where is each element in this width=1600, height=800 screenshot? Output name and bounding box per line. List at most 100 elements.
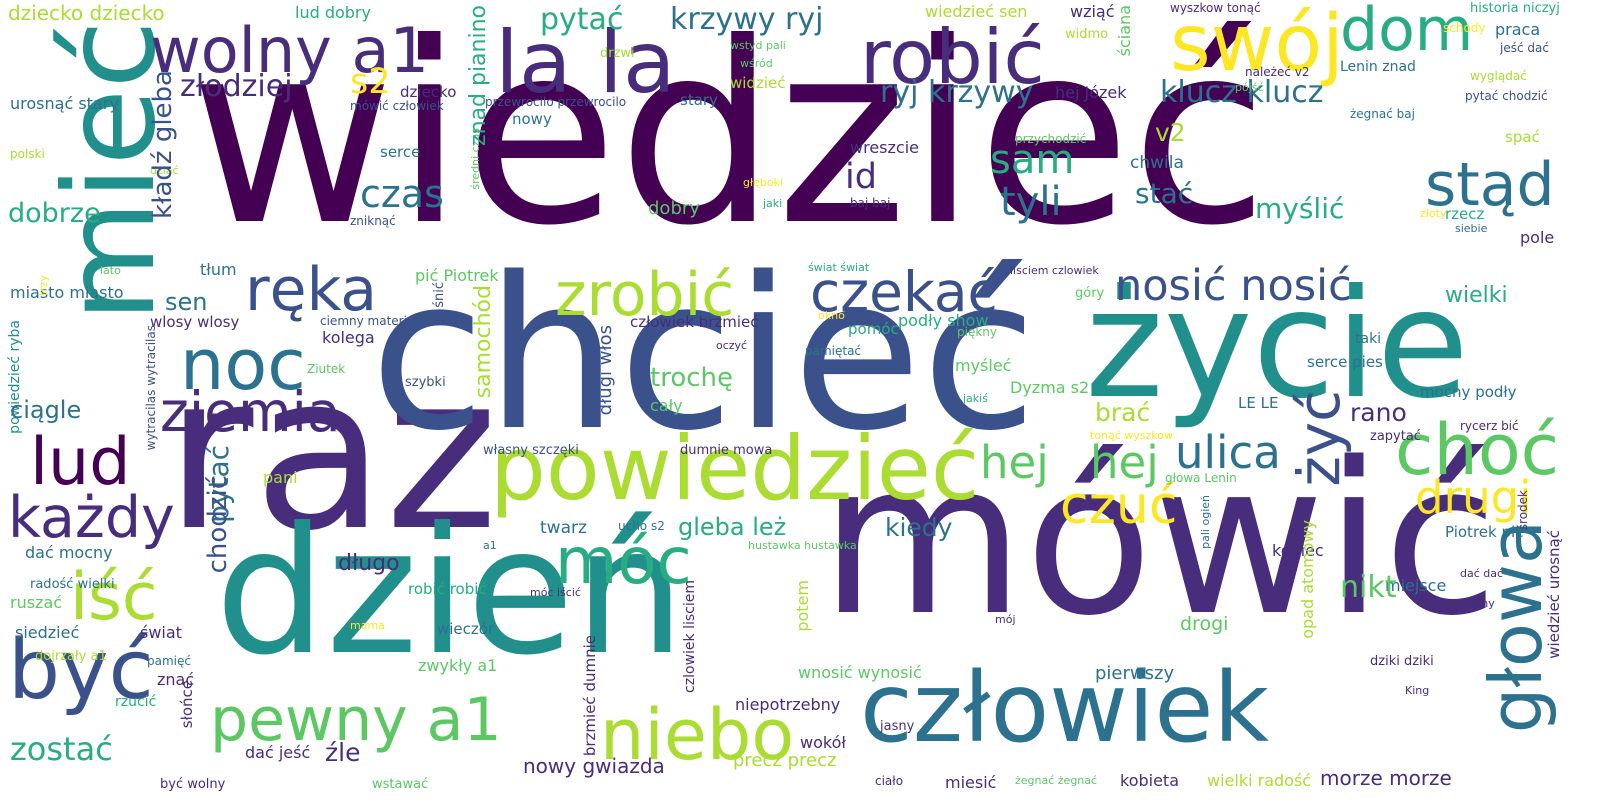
word-podly-show: podły show [898,311,989,330]
word-polski: polski [10,147,45,161]
word-zrobic: zrobić [555,260,735,330]
word-gory: góry [1075,286,1105,301]
word-czlowiek: człowiek [860,652,1270,764]
word-pewny-a1: pewny a1 [210,685,502,755]
word-kazdy: każdy [8,485,175,551]
word-slonce: słońce [178,680,196,729]
word-dziki-dziki: dziki dziki [1370,654,1434,669]
word-gleboki: głęboki [743,176,784,189]
word-pic-piotrek: pić Piotrek [415,266,499,285]
word-szybki: szybki [405,375,446,390]
word-sen: sen [165,288,208,316]
word-pamietac: pamiętać [805,344,862,358]
word-kladz-gleba: kładź gleba [148,70,178,219]
word-zloty: złoty [1420,207,1447,220]
word-jaki: jaki [763,197,783,210]
word-niepotrzebny: niepotrzebny [735,695,841,714]
word-czekac: czekać [810,260,998,324]
word-radosc-wielki: radość wielki [30,577,115,592]
word-drzwi: drzwi [600,46,635,61]
word-wstawac: wstawać [372,777,429,792]
word-chciec: chcieć [370,232,1038,477]
word-dyzma-s2: Dyzma s2 [1010,378,1090,397]
word-myslec: myśleć [955,356,1012,375]
word-widmo: widmo [1065,27,1109,42]
word-robic: robić [860,13,1045,101]
word-spac: spać [1505,128,1540,146]
word-piekny: piękny [957,325,997,339]
word-mama: mama [350,619,385,632]
word-ciemny-materia: ciemny materia [320,314,415,328]
word-a1: a1 [483,539,497,552]
word-dojrzaly-a1: dojrzały a1 [35,649,107,664]
word-wyszkow-tonac: wyszkow tonąć [1170,1,1261,15]
word-isc: iść [70,560,158,635]
word-nowy-gwiazda: nowy gwiazda [523,754,665,778]
word-glowa-lenin: głowa Lenin [1165,471,1237,485]
word-nalezec-v2: należeć v2 [1245,65,1310,79]
word-zniknac: zniknąć [350,214,396,228]
word-wsrod: wśród [740,57,773,70]
word-wiedziec: wiedzieć [190,0,1269,280]
word-samochod: samochód [471,285,496,399]
word-serce: serce [380,143,421,161]
word-swiat-swiat: świat świat [808,261,870,274]
word-gleba-lez: gleba leż [678,513,787,541]
word-przychodzic: przychodzić [1015,132,1087,146]
word-jesc-dac: jeść dać [1500,41,1549,55]
word-historia-niczyj: historia niczyj [1470,1,1560,16]
word-jakis: jakiś [963,392,988,405]
word-kobieta: kobieta [1120,771,1180,790]
word-wlosy-wlosy: wlosy wlosy [150,313,240,331]
word-swoj: swój [1170,0,1344,89]
word-drogi: drogi [1180,613,1229,635]
word-kolega: kolega [322,328,375,347]
word-snic: śnić [432,282,447,308]
word-zwykly-a1: zwykły a1 [418,656,498,675]
word-trochę: trochę [650,363,733,393]
word-krzywy-ryj: krzywy ryj [670,2,824,37]
word-widziec: widzieć [730,74,786,92]
word-pamiec: pamięć [147,654,191,668]
word-byc-wolny: być wolny [160,777,226,792]
word-ciagle: ciągle [10,396,82,424]
word-dlugi-wlos: długi włos [595,325,616,416]
word-s2: s2 [350,62,391,102]
word-zyc: żyć [1285,390,1353,487]
word-hej-2: hej [1090,436,1159,489]
word-okno: okno [818,309,845,322]
word-rycerz-bic: rycerz bić [1460,419,1519,433]
word-miejsce: miejsce [1385,576,1447,595]
word-zegnac-baj: żegnać baj [1350,107,1415,121]
word-byc: być [8,623,154,718]
word-hej-jozek: hej Józek [1055,83,1127,102]
word-morze-morze: morze morze [1320,766,1452,790]
word-ryj-krzywy: ryj krzywy [880,75,1034,110]
word-moj: mój [995,613,1016,626]
word-miesic: miesić [945,773,997,792]
word-stary: stary [680,91,718,109]
word-pole: pole [1520,228,1555,247]
word-nosic-nosic: nosić nosić [1115,261,1352,311]
word-stad: stąd [1425,150,1555,220]
word-przewrocilo: przewrocilo przewrocilo [485,95,627,109]
word-myslic: myślić [1255,192,1345,225]
word-wziac: wziąć [1070,2,1115,21]
word-praca: praca [1495,20,1541,39]
word-mocny-podly: mocny podły [1420,383,1517,401]
word-taki: taki [1355,331,1382,347]
word-zlodziej: złodziej [180,69,293,104]
word-czas: czas [360,172,444,216]
word-rzecz: rzecz [1445,205,1485,223]
word-znac: znać [157,670,195,689]
word-dziac: dziać [150,164,179,177]
word-la-la: la la [495,13,676,113]
word-twarz: twarz [540,518,587,538]
word-wolny-a1: wolny a1 [150,14,429,87]
word-mowic: mówić [820,417,1499,662]
word-cialo: ciało [875,774,904,788]
word-siebie: siebie [1455,222,1488,235]
word-wiedziec-sen: wiedzieć sen [925,2,1028,21]
word-dobry: dobry [648,198,700,219]
word-pojsc: pójść [1235,81,1264,94]
